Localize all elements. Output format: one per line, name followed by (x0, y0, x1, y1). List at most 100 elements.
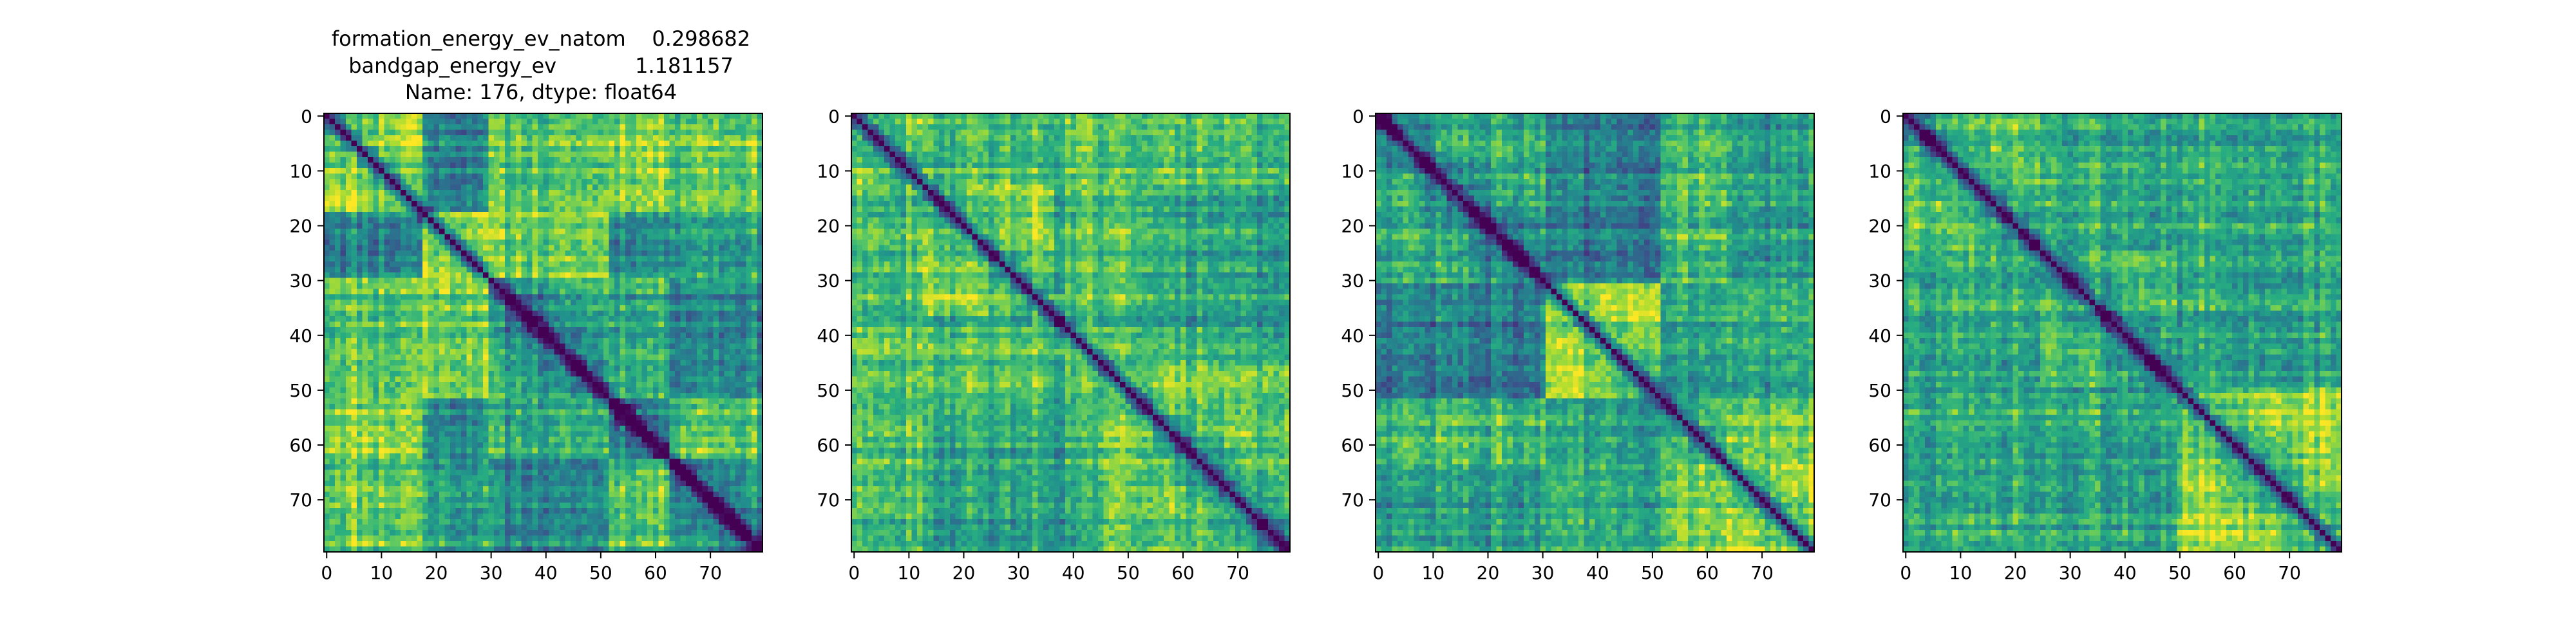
heatmap-cell (724, 130, 730, 136)
heatmap-cell (455, 355, 461, 361)
heatmap-cell (625, 267, 631, 272)
heatmap-cell (642, 299, 648, 305)
heatmap-cell (571, 251, 576, 256)
heatmap-cell (636, 267, 642, 272)
heatmap-cell (374, 278, 379, 283)
heatmap-cell (516, 124, 522, 130)
heatmap-cell (592, 355, 598, 361)
heatmap-cell (477, 157, 483, 163)
heatmap-cell (335, 196, 341, 202)
heatmap-cell (401, 299, 406, 305)
heatmap-cell (719, 349, 724, 355)
heatmap-cell (521, 366, 527, 372)
heatmap-cell (658, 382, 664, 388)
heatmap-cell (614, 261, 620, 267)
heatmap-cell (412, 338, 417, 344)
heatmap-cell (582, 299, 587, 305)
heatmap-cell (746, 113, 752, 119)
heatmap-cell (752, 338, 757, 344)
heatmap-cell (450, 431, 456, 437)
heatmap-cell (719, 251, 724, 256)
heatmap-cell (521, 442, 527, 448)
heatmap-cell (488, 349, 494, 355)
heatmap-cell (592, 349, 598, 355)
heatmap-cell (724, 135, 730, 141)
heatmap-cell (390, 448, 395, 453)
heatmap-cell (505, 207, 511, 213)
heatmap-cell (477, 218, 483, 223)
heatmap-cell (499, 453, 505, 459)
heatmap-cell (697, 299, 703, 305)
heatmap-cell (554, 415, 560, 421)
heatmap-cell (614, 410, 620, 415)
heatmap-cell (598, 256, 604, 261)
heatmap-cell (483, 453, 489, 459)
heatmap-cell (384, 190, 390, 196)
heatmap-cell (549, 185, 554, 191)
heatmap-cell (713, 338, 719, 344)
heatmap-cell (582, 163, 587, 169)
heatmap-cell (680, 321, 686, 327)
heatmap-cell (422, 141, 428, 147)
heatmap-cell (384, 305, 390, 311)
heatmap-cell (422, 218, 428, 223)
heatmap-cell (746, 366, 752, 372)
heatmap-cell (521, 410, 527, 415)
heatmap-cell (730, 130, 735, 136)
heatmap-cell (450, 141, 456, 147)
heatmap-cell (730, 185, 735, 191)
heatmap-cell (719, 377, 724, 383)
heatmap-cell (422, 245, 428, 251)
heatmap-cell (592, 399, 598, 404)
heatmap-cell (368, 338, 374, 344)
heatmap-cell (702, 119, 708, 125)
heatmap-cell (741, 119, 746, 125)
heatmap-cell (571, 135, 576, 141)
heatmap-cell (625, 218, 631, 223)
heatmap-cell (544, 212, 549, 218)
heatmap-cell (653, 179, 659, 185)
heatmap-cell (374, 240, 379, 245)
heatmap-cell (675, 448, 681, 453)
heatmap-cell (412, 360, 417, 366)
heatmap-cell (571, 179, 576, 185)
heatmap-cell (669, 212, 675, 218)
heatmap-cell (598, 404, 604, 410)
heatmap-cell (592, 229, 598, 234)
heatmap-cell (675, 201, 681, 207)
heatmap-cell (576, 256, 582, 261)
heatmap-cell (549, 256, 554, 261)
heatmap-cell (406, 135, 412, 141)
heatmap-cell (587, 124, 593, 130)
heatmap-cell (587, 366, 593, 372)
heatmap-cell (444, 113, 450, 119)
heatmap-cell (401, 152, 406, 158)
heatmap-cell (395, 371, 401, 377)
heatmap-cell (374, 289, 379, 294)
heatmap-cell (390, 119, 395, 125)
heatmap-cell (330, 299, 336, 305)
heatmap-cell (609, 190, 615, 196)
heatmap-cell (675, 321, 681, 327)
heatmap-cell (724, 234, 730, 240)
heatmap-cell (609, 289, 615, 294)
heatmap-cell (691, 437, 697, 442)
heatmap-cell (472, 453, 478, 459)
heatmap-cell (680, 426, 686, 431)
heatmap-cell (675, 113, 681, 119)
heatmap-cell (368, 174, 374, 180)
heatmap-cell (461, 388, 467, 393)
heatmap-cell (461, 453, 467, 459)
heatmap-cell (565, 124, 571, 130)
heatmap-cell (582, 377, 587, 383)
heatmap-cell (642, 437, 648, 442)
heatmap-cell (614, 119, 620, 125)
heatmap-cell (335, 399, 341, 404)
heatmap-cell (675, 415, 681, 421)
heatmap-cell (516, 207, 522, 213)
heatmap-cell (357, 453, 363, 459)
heatmap-cell (417, 119, 423, 125)
heatmap-cell (472, 431, 478, 437)
heatmap-cell (412, 388, 417, 393)
heatmap-cell (571, 388, 576, 393)
